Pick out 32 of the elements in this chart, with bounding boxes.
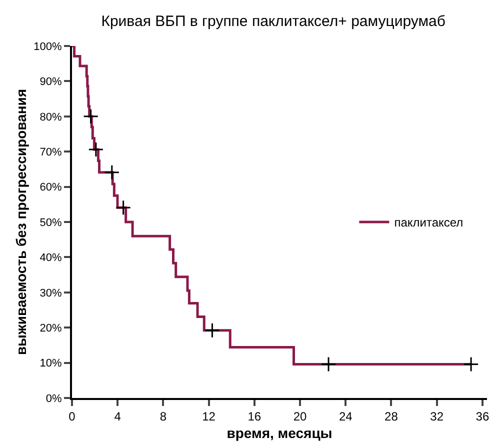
x-axis-title: время, месяцы (226, 425, 332, 442)
x-tick-label: 12 (202, 409, 216, 424)
y-tick-label: 90% (40, 76, 62, 88)
point (204, 322, 220, 338)
y-tick-label: 80% (40, 111, 62, 124)
chart-title: Кривая ВБП в группе паклитаксел+ рамуцирумаб (101, 13, 446, 30)
x-tick-label: 24 (338, 409, 353, 424)
x-tick-label: 20 (293, 409, 308, 424)
point (104, 164, 120, 180)
y-tick-label: 60% (40, 182, 62, 194)
y-tick-label: 70% (40, 146, 62, 158)
y-axis-title: выживаемость без прогрессирования (12, 88, 29, 356)
x-tick-label: 0 (68, 409, 76, 424)
x-tick-label: 16 (248, 409, 262, 424)
y-tick-label: 20% (40, 322, 62, 334)
y-tick-label: 30% (40, 287, 62, 300)
x-tick-label: 32 (430, 409, 444, 424)
y-tick-label: 0% (46, 392, 62, 405)
x-tick-label: 28 (384, 409, 398, 424)
point (88, 142, 104, 158)
point (463, 356, 479, 372)
x-tick-label: 4 (114, 409, 122, 424)
point (116, 200, 132, 216)
x-tick-label: 36 (476, 409, 490, 424)
point (320, 356, 336, 372)
y-tick-label: 10% (40, 358, 62, 370)
y-tick-label: 40% (40, 252, 62, 264)
legend-label: паклитаксел (394, 216, 464, 230)
point (83, 108, 99, 124)
y-tick-label: 50% (40, 216, 62, 229)
y-tick-label: 100% (34, 40, 62, 53)
x-tick-label: 8 (160, 409, 167, 424)
